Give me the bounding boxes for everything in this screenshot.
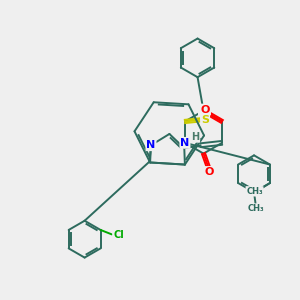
Text: N: N xyxy=(146,140,156,150)
Text: O: O xyxy=(205,167,214,177)
Text: O: O xyxy=(201,105,210,115)
Text: CH₃: CH₃ xyxy=(247,204,264,213)
Text: CH₃: CH₃ xyxy=(246,187,263,196)
Text: H: H xyxy=(191,132,199,142)
Text: N: N xyxy=(199,106,208,116)
Text: S: S xyxy=(201,115,209,125)
Text: Cl: Cl xyxy=(113,230,124,240)
Text: N: N xyxy=(180,138,190,148)
